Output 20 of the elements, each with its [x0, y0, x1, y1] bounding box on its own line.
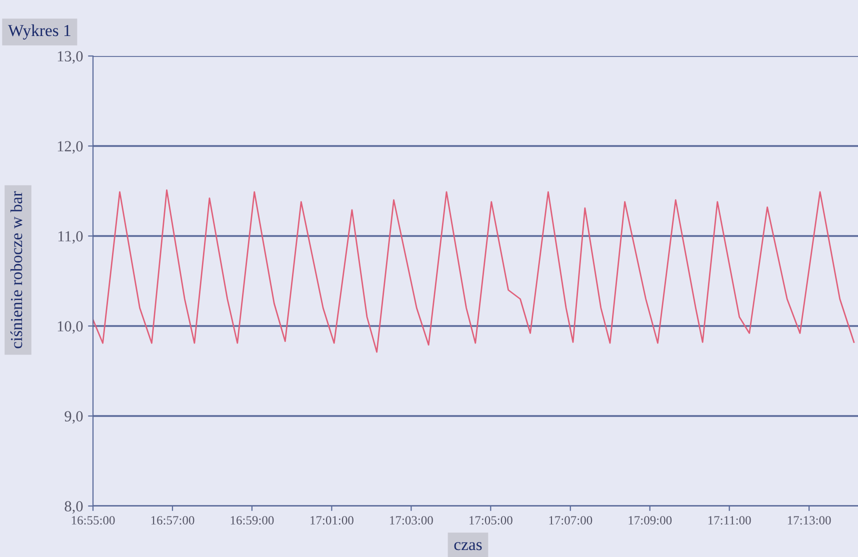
- x-tick-label: 17:03:00: [390, 516, 433, 525]
- x-tick-label: 17:09:00: [628, 516, 672, 525]
- x-tick-label: 17:07:00: [549, 516, 592, 525]
- y-tick-label: 10,0: [58, 321, 83, 334]
- x-tick-label: 16:59:00: [230, 516, 274, 525]
- chart-title: Wykres 1: [8, 24, 70, 40]
- y-tick-label: 8,0: [64, 501, 83, 514]
- x-tick-label: 17:11:00: [708, 516, 751, 525]
- x-tick-label: 16:57:00: [151, 516, 194, 525]
- x-tick-label: 17:13:00: [788, 516, 831, 525]
- y-tick-label: 11,0: [58, 231, 83, 244]
- y-axis-title: ciśnienie robocze w bar: [10, 191, 22, 348]
- x-tick-label: 16:55:00: [72, 516, 115, 525]
- y-tick-label: 9,0: [64, 411, 83, 424]
- line-series: [93, 189, 855, 353]
- y-tick-label: 13,0: [58, 51, 83, 64]
- x-tick-label: 17:05:00: [470, 516, 512, 525]
- y-tick-label: 12,0: [58, 141, 83, 154]
- x-tick-label: 17:01:00: [310, 516, 354, 525]
- x-axis-title: czas: [454, 542, 482, 550]
